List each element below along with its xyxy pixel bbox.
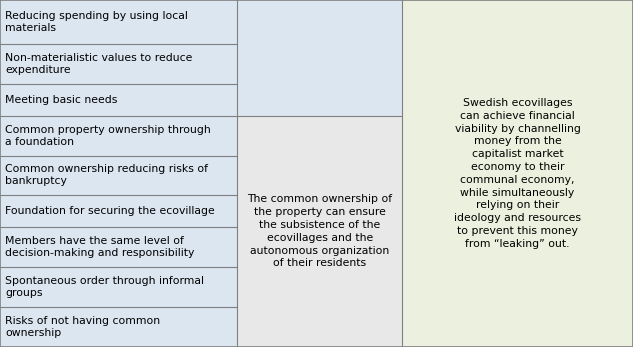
Bar	[0, 116, 237, 155]
Bar	[237, 155, 402, 195]
Bar	[237, 84, 402, 116]
Bar	[402, 0, 633, 347]
Bar	[0, 84, 237, 116]
Text: Foundation for securing the ecovillage: Foundation for securing the ecovillage	[5, 206, 215, 217]
Bar	[0, 155, 237, 195]
Text: Reducing spending by using local
materials: Reducing spending by using local materia…	[5, 11, 188, 33]
Bar	[237, 44, 402, 84]
Bar	[0, 307, 237, 347]
Text: Non-materialistic values to reduce
expenditure: Non-materialistic values to reduce expen…	[5, 53, 192, 75]
Text: Common property ownership through
a foundation: Common property ownership through a foun…	[5, 125, 211, 146]
Text: Common ownership reducing risks of
bankruptcy: Common ownership reducing risks of bankr…	[5, 164, 208, 186]
Bar	[237, 116, 402, 155]
Bar	[0, 195, 237, 227]
Bar	[237, 227, 402, 267]
Bar	[237, 195, 402, 227]
Text: The common ownership of
the property can ensure
the subsistence of the
ecovillag: The common ownership of the property can…	[247, 194, 392, 268]
Bar	[0, 0, 237, 44]
Bar	[237, 307, 402, 347]
Bar	[0, 227, 237, 267]
Bar	[0, 267, 237, 307]
Text: Spontaneous order through informal
groups: Spontaneous order through informal group…	[5, 276, 204, 298]
Text: Members have the same level of
decision-making and responsibility: Members have the same level of decision-…	[5, 236, 194, 258]
Text: Risks of not having common
ownership: Risks of not having common ownership	[5, 316, 160, 338]
Text: Meeting basic needs: Meeting basic needs	[5, 95, 118, 105]
Text: Swedish ecovillages
can achieve financial
viability by channelling
money from th: Swedish ecovillages can achieve financia…	[454, 98, 581, 249]
Bar	[237, 267, 402, 307]
Bar	[0, 44, 237, 84]
Bar	[237, 0, 402, 44]
